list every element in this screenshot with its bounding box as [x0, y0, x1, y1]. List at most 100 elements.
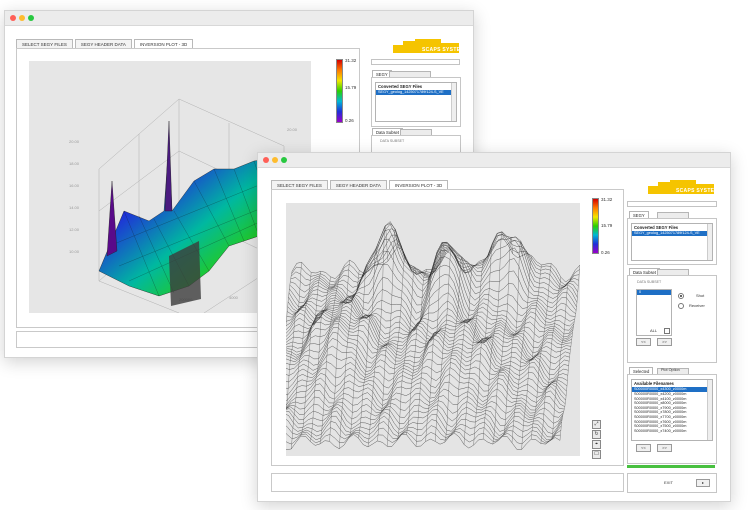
front-plot-panel: 31.32 15.79 0.26 ⤢ ↻ ⌖ ☐: [271, 189, 624, 466]
filename-item[interactable]: S00000R0000_x7900_z0000m: [634, 405, 687, 410]
filename-item[interactable]: S00000R0000_x7500_z0000m: [634, 424, 687, 429]
wireframe-column-line: [454, 264, 475, 434]
back-converted-scrollbar[interactable]: [451, 83, 456, 121]
front-converted-scrollbar[interactable]: [707, 224, 712, 260]
front-segy-tab-blank[interactable]: [657, 212, 689, 219]
tab-segy-header-data[interactable]: SEGY HEADER DATA: [329, 180, 387, 190]
wireframe-column-line: [291, 272, 312, 450]
filenames-prev-button[interactable]: <<: [636, 444, 651, 452]
zoom-dot-icon[interactable]: [281, 157, 287, 163]
shot-radio[interactable]: [678, 293, 684, 299]
tab-inversion-plot-3d[interactable]: INVERSION PLOT - 3D: [133, 39, 194, 49]
back-converted-list[interactable]: Converted SEGY Files SEGY_geolog_1425071…: [375, 82, 457, 122]
zoom-dot-icon[interactable]: [28, 15, 34, 21]
wireframe-column-line: [329, 259, 350, 442]
back-surface-front-wall: [169, 241, 201, 306]
svg-text:16.00: 16.00: [69, 183, 80, 188]
all-checkbox-label: ALL: [650, 328, 658, 333]
back-segy-tab-blank[interactable]: [389, 71, 431, 78]
front-selected-tab[interactable]: Selected: [629, 367, 654, 375]
reset-view-tool-icon[interactable]: ☐: [592, 450, 601, 459]
back-surface-peak: [164, 120, 173, 212]
tab-segy-header-data[interactable]: SEGY HEADER DATA: [74, 39, 132, 49]
filename-item[interactable]: S00000R0000_x7600_z0000m: [634, 419, 687, 424]
zoom-tool-icon[interactable]: ⤢: [592, 420, 601, 429]
wireframe-column-line: [511, 255, 533, 443]
available-filenames-scrollbar[interactable]: [707, 380, 712, 440]
tab-select-segy-files[interactable]: SELECT SEGY FILES: [271, 180, 328, 190]
back-logo-text: SCAPS SYSTEM: [422, 47, 465, 53]
front-data-subset-label: DATA SUBSET: [637, 280, 662, 284]
subset-next-button[interactable]: >>: [657, 338, 672, 346]
wireframe-row-line: [290, 228, 579, 293]
wireframe-column-line: [531, 263, 552, 440]
available-filenames-list[interactable]: Available Filenames S00000R0000_x4300_z0…: [631, 379, 713, 441]
front-logo-icon: [648, 180, 714, 194]
subset-prev-button[interactable]: <<: [636, 338, 651, 346]
back-tab-strip: SELECT SEGY FILES SEGY HEADER DATA INVER…: [16, 39, 195, 49]
front-colorbar-max: 31.32: [601, 197, 613, 202]
wireframe-column-line: [492, 236, 513, 445]
front-tab-strip: SELECT SEGY FILES SEGY HEADER DATA INVER…: [271, 180, 450, 190]
tab-select-segy-files[interactable]: SELECT SEGY FILES: [16, 39, 73, 49]
svg-text:18.00: 18.00: [69, 161, 80, 166]
front-plot-option-tab-bg[interactable]: [657, 368, 689, 375]
back-surface-spike-left: [106, 180, 118, 257]
exit-label: EXIT: [664, 480, 673, 485]
wireframe-column-line: [444, 256, 465, 443]
back-path-field[interactable]: [371, 59, 460, 65]
rotate-tool-icon[interactable]: ↻: [592, 430, 601, 439]
wireframe-column-line: [559, 264, 580, 441]
receiver-radio[interactable]: [678, 303, 684, 309]
front-segy-tab[interactable]: SEGY: [629, 211, 649, 219]
front-data-subset-tab-blank[interactable]: [657, 269, 689, 276]
front-logo-text: SCAPS SYSTEM: [676, 188, 719, 194]
wireframe-column-line: [286, 271, 293, 327]
filename-item[interactable]: S00000R0000_x7700_z0000m: [634, 414, 687, 419]
exit-button[interactable]: ▸: [696, 479, 710, 487]
wireframe-row-line: [286, 351, 568, 387]
back-colorbar-mid: 15.79: [345, 85, 357, 90]
wireframe-column-line: [358, 247, 379, 439]
front-subset-item[interactable]: 0: [637, 290, 671, 295]
front-converted-item[interactable]: SEGY_geolog_1425071789f124-S_VE: [632, 231, 708, 236]
filename-item[interactable]: S00000R0000_x8000_z0000m: [634, 401, 687, 406]
front-3d-plot[interactable]: [286, 203, 580, 456]
progress-bar: [627, 465, 715, 468]
close-dot-icon[interactable]: [10, 15, 16, 21]
filename-item[interactable]: S00000R0000_x4200_z0000m: [634, 392, 687, 396]
close-dot-icon[interactable]: [263, 157, 269, 163]
wireframe-column-line: [415, 267, 437, 447]
shot-radio-label: Shot: [696, 293, 705, 298]
front-plot-option-tab[interactable]: Plot Option: [661, 368, 680, 372]
front-converted-header: Converted SEGY Files: [634, 225, 679, 230]
wireframe-column-line: [483, 231, 504, 440]
pan-tool-icon[interactable]: ⌖: [592, 440, 601, 449]
minimize-dot-icon[interactable]: [19, 15, 25, 21]
front-path-field[interactable]: [627, 201, 717, 207]
back-converted-item[interactable]: SEGY_geolog_1425071789f124-S_VE: [376, 90, 452, 95]
filenames-next-button[interactable]: >>: [657, 444, 672, 452]
front-selected-group: Available Filenames S00000R0000_x4300_z0…: [627, 374, 717, 464]
front-window: SELECT SEGY FILES SEGY HEADER DATA INVER…: [257, 152, 731, 502]
all-checkbox[interactable]: [664, 328, 670, 334]
wireframe-column-line: [377, 228, 398, 441]
available-filenames-header: Available Filenames: [634, 381, 674, 386]
front-converted-list[interactable]: Converted SEGY Files SEGY_geolog_1425071…: [631, 223, 713, 261]
wireframe-column-line: [348, 264, 369, 438]
back-window: SELECT SEGY FILES SEGY HEADER DATA INVER…: [4, 10, 474, 358]
wireframe-column-line: [387, 257, 408, 447]
filename-item-selected[interactable]: S00000R0000_x4300_z0000m: [632, 387, 708, 392]
back-converted-header: Converted SEGY Files: [378, 84, 423, 89]
tab-inversion-plot-3d[interactable]: INVERSION PLOT - 3D: [388, 180, 449, 190]
back-segy-group: Converted SEGY Files SEGY_geolog_1425071…: [371, 77, 461, 127]
filename-item[interactable]: S00000R0000_x7400_z0000m: [634, 428, 687, 433]
wireframe-row-line: [286, 327, 569, 376]
back-colorbar-min: 0.26: [345, 118, 354, 123]
wireframe-row-line: [286, 305, 573, 344]
back-data-subset-tab-blank[interactable]: [400, 129, 432, 136]
back-title-bar: [5, 11, 473, 26]
filename-item[interactable]: S00000R0000_x4100_z0000m: [634, 396, 687, 401]
minimize-dot-icon[interactable]: [272, 157, 278, 163]
filename-item[interactable]: S00000R0000_x7800_z0000m: [634, 410, 687, 415]
